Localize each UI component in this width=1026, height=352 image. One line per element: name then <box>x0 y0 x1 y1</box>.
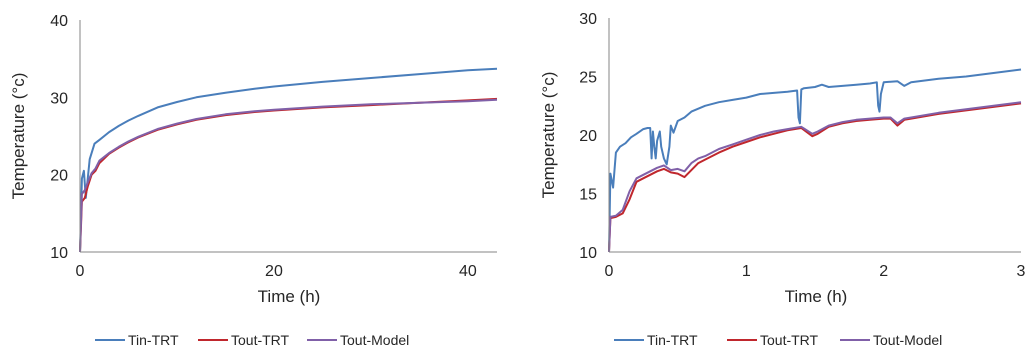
y-axis-title: Temperature (°c) <box>539 72 558 199</box>
legend: Tin-TRT Tout-TRT Tout-Model <box>95 332 409 348</box>
x-tick-labels: 0 20 40 <box>76 263 477 280</box>
legend-label-tout-trt: Tout-TRT <box>760 332 819 348</box>
y-tick-labels: 10 15 20 25 30 <box>579 11 597 262</box>
series-line-tout-model <box>79 98 498 253</box>
x-tick-labels: 0 1 2 3 <box>605 263 1026 280</box>
y-tick-label: 15 <box>579 187 597 204</box>
legend-label-tout-model: Tout-Model <box>873 332 942 348</box>
chart-right: 10 15 20 25 30 0 1 2 3 Time (h) Temperature (°c… <box>539 11 1026 348</box>
x-axis-title: Time (h) <box>785 287 848 306</box>
x-tick-label: 0 <box>76 263 85 280</box>
series-line-tout-trt <box>608 102 1022 253</box>
plot-lines <box>608 68 1022 253</box>
y-axis-title: Temperature (°c) <box>9 73 28 200</box>
y-tick-labels: 10 20 30 40 <box>50 13 68 262</box>
chart-left: 10 20 30 40 0 20 40 Time (h) Temperature (°c)… <box>9 13 498 348</box>
y-tick-label: 20 <box>579 128 597 145</box>
legend-label-tin-trt: Tin-TRT <box>128 332 179 348</box>
series-line-tout-trt <box>79 97 498 253</box>
legend-label-tout-trt: Tout-TRT <box>231 332 290 348</box>
legend: Tin-TRT Tout-TRT Tout-Model <box>614 332 942 348</box>
y-tick-label: 25 <box>579 70 597 87</box>
legend-label-tout-model: Tout-Model <box>340 332 409 348</box>
plot-lines <box>79 67 498 253</box>
y-tick-label: 10 <box>50 245 68 262</box>
x-tick-label: 40 <box>459 263 477 280</box>
y-tick-label: 30 <box>50 90 68 107</box>
x-tick-label: 2 <box>879 263 888 280</box>
x-tick-label: 0 <box>605 263 614 280</box>
x-axis-title: Time (h) <box>258 287 321 306</box>
y-tick-label: 40 <box>50 13 68 30</box>
x-tick-label: 1 <box>742 263 751 280</box>
x-tick-label: 3 <box>1017 263 1026 280</box>
y-tick-label: 20 <box>50 168 68 185</box>
series-line-tin-trt <box>608 68 1022 253</box>
y-tick-label: 10 <box>579 245 597 262</box>
series-line-tout-model <box>608 101 1022 253</box>
series-line-tin-trt <box>79 67 498 253</box>
x-tick-label: 20 <box>265 263 283 280</box>
y-tick-label: 30 <box>579 11 597 28</box>
legend-label-tin-trt: Tin-TRT <box>647 332 698 348</box>
